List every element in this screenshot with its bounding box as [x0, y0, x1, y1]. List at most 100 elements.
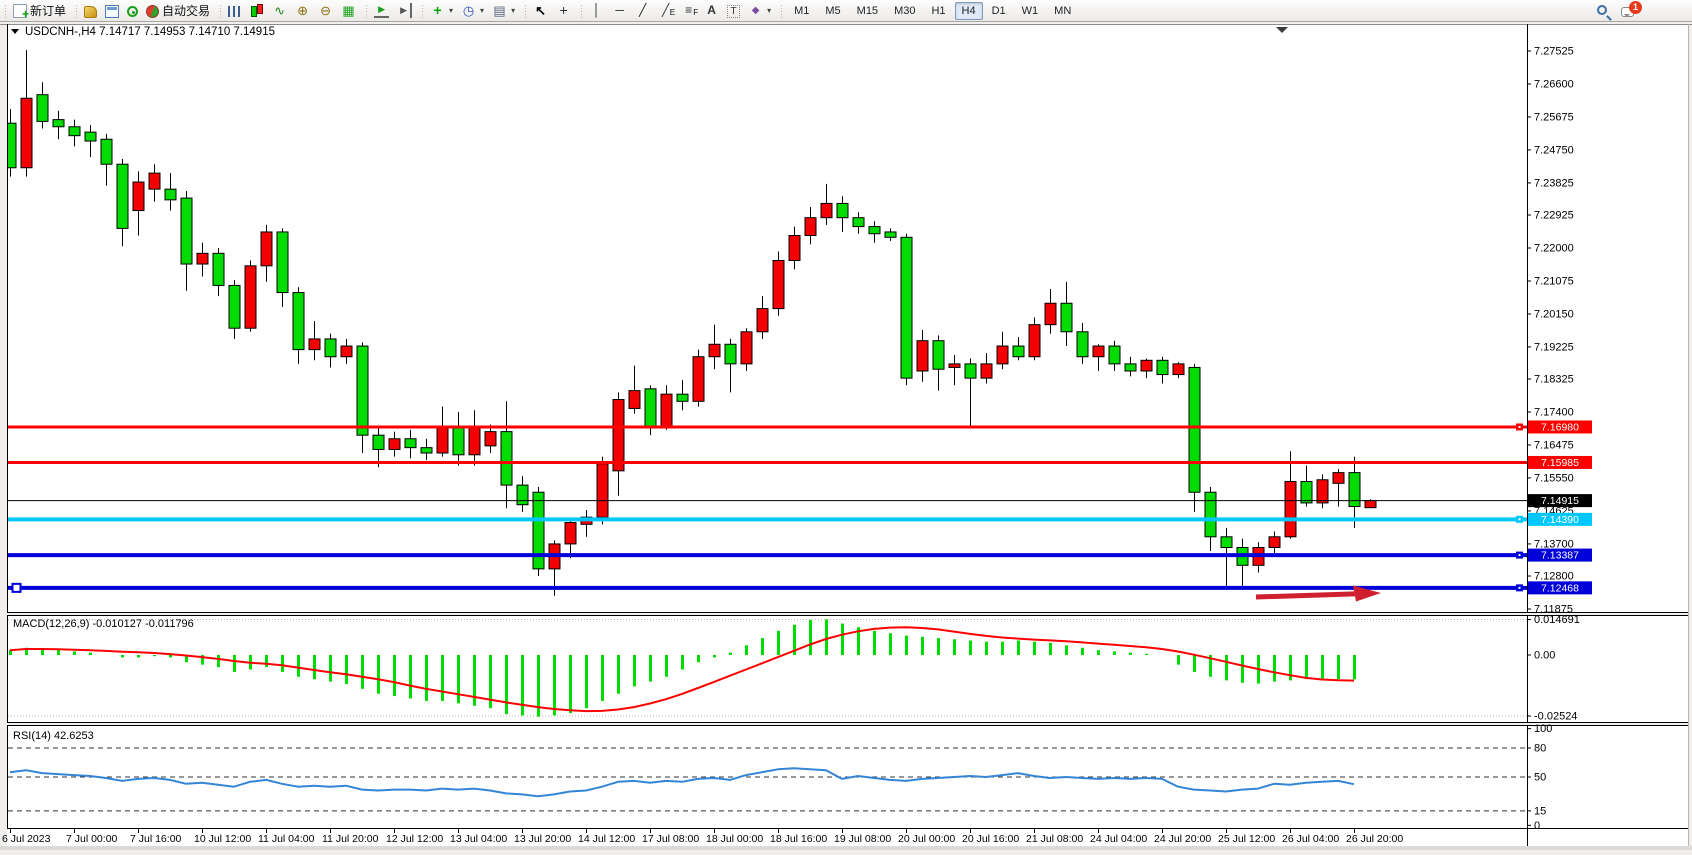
chart-menu-arrow-icon[interactable]: [11, 29, 19, 34]
chart-style-button[interactable]: [80, 1, 101, 20]
candle: [1364, 500, 1377, 509]
candle: [596, 463, 609, 518]
candle: [1076, 331, 1089, 358]
candle: [564, 522, 577, 545]
candle: [740, 331, 753, 365]
date-axis-label: 21 Jul 08:00: [1026, 833, 1083, 845]
horizontal-line-button[interactable]: ─: [608, 1, 631, 20]
text-a-icon: A: [707, 3, 716, 17]
main-toolbar: 新订单自动交易∿⊕⊖▦▶▶+▾◷▾▤▾↖+│─╱╱≡AT◆▾M1M5M15M30…: [0, 0, 1692, 22]
candle: [20, 97, 33, 169]
signals-button[interactable]: [123, 1, 142, 20]
zoom-out-button[interactable]: ⊖: [314, 1, 337, 20]
date-axis-label: 24 Jul 04:00: [1090, 833, 1147, 845]
candlestick-chart-button[interactable]: [245, 1, 268, 20]
channel-button[interactable]: ╱: [654, 1, 677, 20]
market-watch-button[interactable]: [101, 1, 123, 20]
candle: [196, 252, 209, 265]
candle: [772, 259, 785, 310]
chat-icon[interactable]: 1: [1621, 1, 1642, 17]
price-axis-label: 7.16475: [1534, 439, 1574, 451]
periods-clock-icon: ◷: [462, 3, 475, 18]
candle: [276, 231, 289, 294]
bar-chart-button[interactable]: [224, 1, 245, 20]
candle: [1156, 359, 1169, 376]
timeframe-m30-button[interactable]: M30: [894, 4, 916, 17]
timeframe-h1-button[interactable]: H1: [931, 4, 946, 17]
dropdown-arrow-icon: ▾: [480, 6, 485, 15]
tile-windows-button[interactable]: ▦: [337, 1, 360, 20]
price-axis-label: 7.26600: [1534, 78, 1574, 90]
vertical-line-button[interactable]: │: [585, 1, 608, 20]
periods-button[interactable]: ◷ ▾: [457, 1, 488, 20]
date-axis-label: 7 Jul 00:00: [66, 833, 118, 845]
new-order-button[interactable]: 新订单: [9, 1, 70, 22]
svg-text:7.15985: 7.15985: [1541, 457, 1579, 469]
candle: [500, 431, 513, 486]
tile-windows-icon: ▦: [342, 3, 355, 18]
timeframe-w1-button[interactable]: W1: [1021, 4, 1039, 17]
text-label-button[interactable]: T: [723, 1, 744, 20]
auto-trading-button[interactable]: 自动交易: [142, 1, 214, 20]
candle: [36, 94, 49, 122]
fibonacci-button[interactable]: ≡: [677, 1, 700, 20]
toolbar-group: │─╱╱≡AT◆▾: [578, 0, 778, 22]
zoom-in-button[interactable]: ⊕: [291, 1, 314, 20]
auto-scroll-button[interactable]: ▶: [370, 1, 393, 20]
arrows-button[interactable]: ◆ ▾: [744, 1, 775, 20]
timeframe-m5-button[interactable]: M5: [825, 4, 841, 17]
candle: [612, 399, 625, 472]
candle: [1300, 481, 1313, 504]
templates-button[interactable]: ▤ ▾: [488, 1, 519, 20]
timeframe-m15-button[interactable]: M15: [856, 4, 879, 17]
svg-text:7.14915: 7.14915: [1541, 495, 1579, 507]
candle: [468, 427, 481, 456]
templates-icon: ▤: [493, 3, 506, 18]
date-axis-label: 10 Jul 12:00: [194, 833, 251, 845]
candle: [388, 438, 401, 450]
price-badge: 7.14390: [1528, 512, 1592, 526]
chart-shift-marker[interactable]: [1276, 27, 1288, 33]
hline-handle[interactable]: [11, 582, 22, 593]
chart-background: [7, 24, 1688, 846]
timeframe-h4-button[interactable]: H4: [954, 1, 983, 20]
candle: [340, 345, 353, 358]
toolbar-group: 新订单: [2, 0, 73, 22]
indicators-button[interactable]: + ▾: [426, 1, 457, 20]
line-chart-button[interactable]: ∿: [268, 1, 291, 20]
candle: [900, 236, 913, 379]
cursor-button[interactable]: ↖: [529, 1, 552, 20]
arrow-annotation[interactable]: [1255, 585, 1381, 602]
candle: [180, 197, 193, 265]
candle: [868, 226, 881, 235]
date-axis-label: 13 Jul 04:00: [450, 833, 507, 845]
trendline-button[interactable]: ╱: [631, 1, 654, 20]
text-button[interactable]: A: [700, 1, 723, 20]
candle: [916, 340, 929, 372]
candle: [852, 217, 865, 228]
macd-pane: 0.014691 0.00 -0.02524 MACD(12,26,9) -0.010…: [8, 614, 1580, 723]
candle: [1092, 345, 1105, 358]
price-axis-label: 7.22925: [1534, 210, 1574, 222]
candle: [260, 231, 273, 267]
chart-shift-button[interactable]: ▶: [393, 1, 416, 20]
toolbar-group: 自动交易: [73, 0, 217, 22]
zoom-in-icon: ⊕: [297, 3, 308, 18]
candle: [164, 188, 177, 201]
timeframe-d1-button[interactable]: D1: [991, 4, 1006, 17]
candle: [1332, 472, 1345, 484]
date-axis-label: 20 Jul 16:00: [962, 833, 1019, 845]
candle: [948, 363, 961, 368]
signals-icon: [127, 6, 139, 17]
candle: [1172, 363, 1185, 376]
crosshair-button[interactable]: +: [552, 1, 575, 20]
rsi-level-label: 15: [1534, 805, 1546, 817]
timeframe-mn-button[interactable]: MN: [1054, 4, 1072, 17]
candle: [980, 363, 993, 379]
search-icon[interactable]: [1597, 5, 1607, 15]
candle: [660, 393, 673, 427]
timeframe-m1-button[interactable]: M1: [794, 4, 810, 17]
candle: [1124, 363, 1137, 372]
candle: [404, 438, 417, 449]
toolbar-group: ↖ +: [522, 0, 578, 22]
